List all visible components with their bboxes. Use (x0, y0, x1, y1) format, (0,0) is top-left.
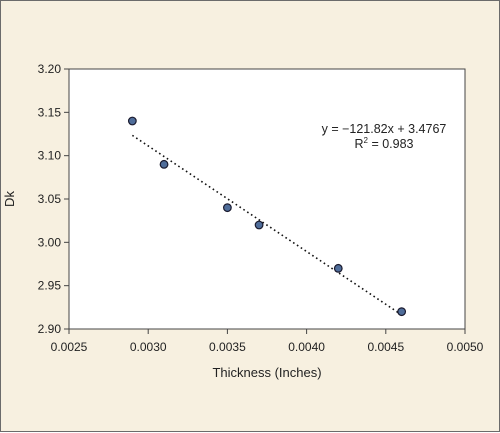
x-tick-label: 0.0025 (51, 340, 88, 354)
data-point (254, 220, 264, 230)
x-tick-label: 0.0045 (367, 340, 404, 354)
data-point (127, 116, 137, 126)
plot-area (68, 68, 466, 330)
y-tick-label: 3.10 (38, 149, 62, 163)
axis-ticks (64, 68, 466, 334)
y-tick-label: 2.90 (38, 322, 62, 336)
y-tick-label: 3.00 (38, 235, 62, 249)
x-tick-label: 0.0030 (130, 340, 167, 354)
x-tick-label: 0.0035 (209, 340, 246, 354)
y-axis-title: Dk (2, 191, 17, 207)
y-tick-label: 3.05 (38, 192, 62, 206)
r-squared-prefix: R (354, 137, 363, 151)
data-point (397, 307, 407, 317)
x-axis-title: Thickness (Inches) (212, 365, 321, 380)
r-squared-label: R2 = 0.983 (354, 136, 413, 151)
data-point (333, 263, 343, 273)
x-tick-labels: 0.0025 0.0030 0.0035 0.0040 0.0045 0.0050 (51, 340, 484, 354)
r-squared-superscript: 2 (364, 136, 369, 145)
trendline (131, 134, 403, 316)
y-tick-labels: 2.90 2.95 3.00 3.05 3.10 3.15 3.20 (38, 62, 62, 336)
x-tick-label: 0.0050 (447, 340, 484, 354)
r-squared-value: = 0.983 (368, 137, 414, 151)
data-point (159, 159, 169, 169)
y-tick-label: 2.95 (38, 279, 62, 293)
data-points (127, 116, 407, 317)
x-tick-label: 0.0040 (288, 340, 325, 354)
y-tick-label: 3.15 (38, 105, 62, 119)
data-point (222, 203, 232, 213)
y-tick-label: 3.20 (38, 62, 62, 76)
trendline-equation: y = −121.82x + 3.4767 (322, 122, 447, 136)
